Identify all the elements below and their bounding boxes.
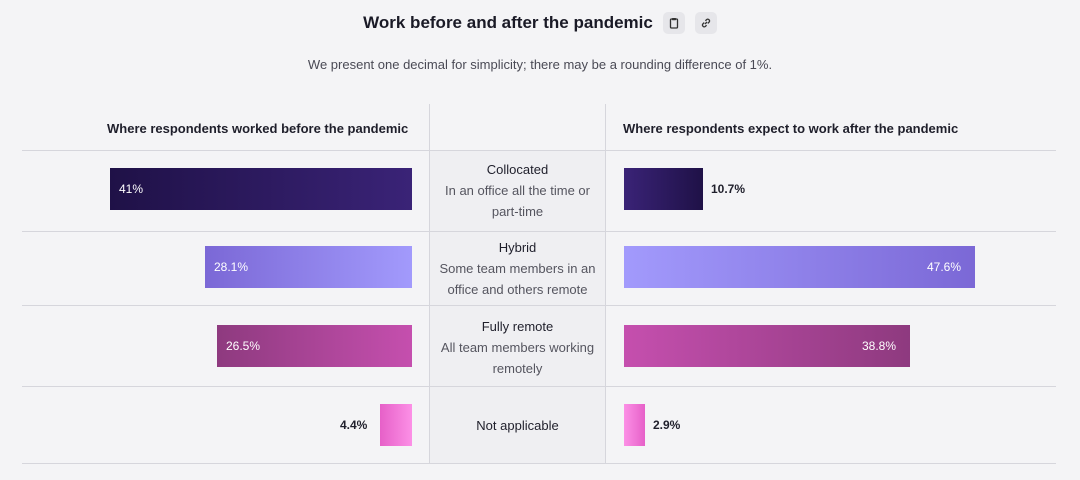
bar-after-label: 2.9%	[653, 418, 681, 432]
bar-before[interactable]	[110, 168, 412, 210]
row-divider	[22, 386, 1056, 387]
category-description: Some team members in an office and other…	[439, 261, 596, 297]
category-name: Fully remote	[481, 319, 554, 334]
link-icon[interactable]	[694, 12, 717, 34]
bar-before[interactable]	[205, 246, 412, 288]
category-label: Not applicable	[430, 415, 605, 436]
category-description: In an office all the time or part-time	[444, 183, 590, 219]
divider-right	[605, 104, 606, 464]
chart-title: Work before and after the pandemic	[363, 13, 653, 32]
column-header-after: Where respondents expect to work after t…	[623, 121, 959, 136]
bar-before-label: 41%	[119, 182, 144, 196]
divider-left	[429, 104, 430, 464]
bar-before-label: 4.4%	[340, 418, 368, 432]
bar-before-label: 26.5%	[226, 339, 261, 353]
bar-before[interactable]	[380, 404, 412, 446]
row-divider	[22, 231, 1056, 232]
clipboard-icon[interactable]	[662, 12, 685, 34]
category-label: Hybrid Some team members in an office and…	[430, 237, 605, 300]
bar-before[interactable]	[217, 325, 412, 367]
bar-after-label: 10.7%	[711, 182, 746, 196]
bar-after-label: 38.8%	[862, 339, 897, 353]
category-description: All team members working remotely	[440, 340, 595, 376]
row-divider	[22, 305, 1056, 306]
category-name: Not applicable	[476, 418, 559, 433]
category-label: Fully remote All team members working rem…	[430, 316, 605, 379]
bar-after[interactable]	[624, 246, 975, 288]
bar-after[interactable]	[624, 168, 703, 210]
bar-before-label: 28.1%	[214, 260, 249, 274]
bar-after-label: 47.6%	[927, 260, 962, 274]
category-name: Hybrid	[498, 240, 537, 255]
row-divider	[22, 463, 1056, 464]
bar-after[interactable]	[624, 404, 645, 446]
header-divider	[22, 150, 1056, 151]
category-name: Collocated	[486, 162, 549, 177]
category-column	[430, 150, 605, 464]
bar-after[interactable]	[624, 325, 910, 367]
chart-header: Work before and after the pandemic	[0, 12, 1080, 34]
category-label: Collocated In an office all the time or p…	[430, 159, 605, 222]
column-header-before: Where respondents worked before the pand…	[107, 121, 409, 136]
chart-subtitle: We present one decimal for simplicity; t…	[307, 57, 773, 72]
